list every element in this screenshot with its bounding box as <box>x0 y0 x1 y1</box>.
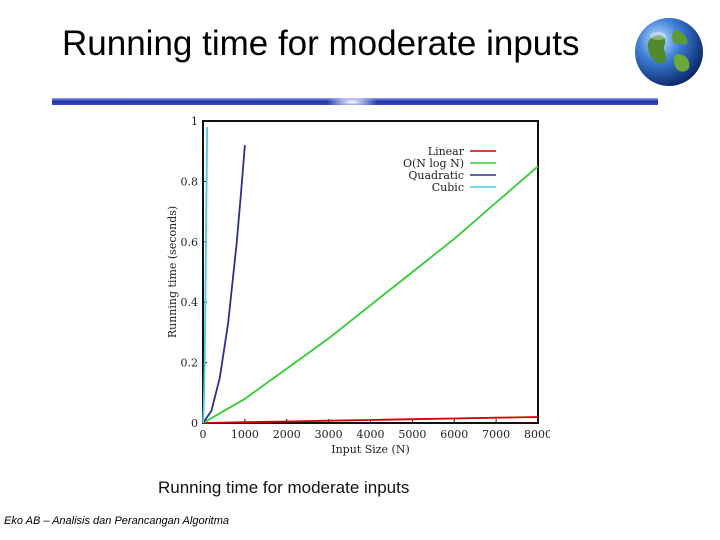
series-line-o-n-log-n- <box>202 165 539 424</box>
footer-credit: Eko AB – Analisis dan Perancangan Algori… <box>4 515 230 527</box>
x-tick-label: 3000 <box>315 428 343 441</box>
y-tick-label: 0.2 <box>181 357 199 370</box>
title-divider <box>52 96 658 108</box>
chart-caption: Running time for moderate inputs <box>158 478 410 497</box>
slide-title: Running time for moderate inputs <box>62 24 580 63</box>
series-line-linear <box>202 416 539 424</box>
x-axis-title: Input Size (N) <box>331 443 410 456</box>
x-tick-label: 5000 <box>398 428 426 441</box>
y-tick-label: 0.6 <box>181 236 199 249</box>
series-line-cubic <box>202 126 209 424</box>
y-tick-label: 0.8 <box>181 175 199 188</box>
x-tick-label: 1000 <box>231 428 259 441</box>
x-tick-label: 6000 <box>440 428 468 441</box>
x-tick-label: 7000 <box>482 428 510 441</box>
series-line-quadratic <box>202 145 246 424</box>
legend-label: Quadratic <box>408 169 464 182</box>
legend-label: O(N log N) <box>403 157 464 170</box>
running-time-chart: 0 0.2 0.4 0.6 0.8 1 0 1000 2000 3000 4000 5000 6000 7… <box>166 115 550 456</box>
y-axis-title: Running time (seconds) <box>166 206 179 338</box>
y-tick-label: 0 <box>191 417 198 430</box>
plot-frame <box>202 120 539 424</box>
x-tick-label: 2000 <box>273 428 301 441</box>
globe-icon <box>635 18 703 86</box>
x-tick-label: 4000 <box>357 428 385 441</box>
y-tick-label: 1 <box>191 115 198 128</box>
legend-label: Cubic <box>432 181 464 194</box>
x-tick-label: 8000 <box>524 428 550 441</box>
legend-label: Linear <box>428 145 465 158</box>
y-tick-label: 0.4 <box>181 296 199 309</box>
x-tick-label: 0 <box>200 428 207 441</box>
